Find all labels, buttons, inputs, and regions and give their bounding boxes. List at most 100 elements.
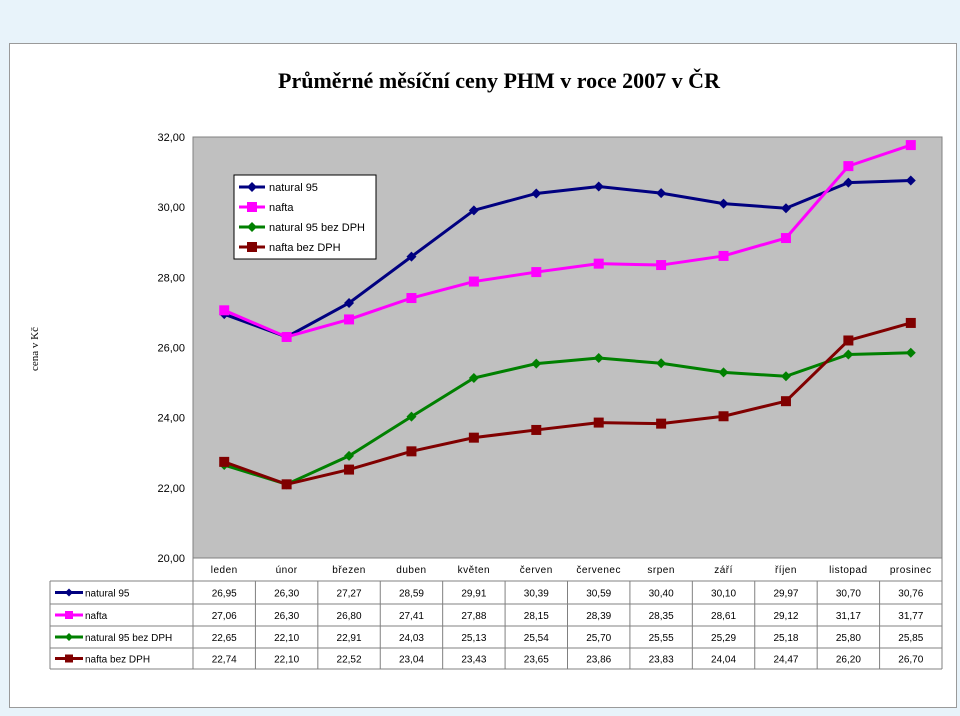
data-point — [718, 411, 729, 422]
table-cell: 25,80 — [836, 633, 861, 644]
data-point — [406, 411, 417, 422]
chart-title: Průměrné měsíční ceny PHM v roce 2007 v … — [278, 68, 721, 93]
table-cell: 30,59 — [586, 589, 611, 600]
table-cell: 25,29 — [711, 633, 736, 644]
y-tick-label: 32,00 — [157, 132, 185, 144]
legend-box — [233, 174, 377, 260]
legend-key-marker — [247, 202, 257, 212]
data-point — [593, 417, 604, 428]
table-row-name: natural 95 bez DPH — [85, 633, 172, 644]
table-cell: 28,59 — [399, 589, 424, 600]
legend-entry: natural 95 bez DPH — [269, 222, 365, 234]
data-point — [281, 331, 292, 342]
table-cell: 26,70 — [898, 655, 923, 666]
data-point — [531, 358, 542, 369]
x-tick-label: červenec — [576, 565, 621, 576]
table-cell: 25,70 — [586, 633, 611, 644]
data-point — [344, 314, 355, 325]
y-tick-label: 26,00 — [157, 343, 185, 355]
table-cell: 25,54 — [524, 633, 549, 644]
legend-entry: nafta — [269, 202, 294, 214]
table-cell: 22,65 — [212, 633, 237, 644]
data-point — [344, 464, 355, 475]
table-cell: 26,80 — [337, 611, 362, 622]
series — [219, 140, 916, 342]
data-point — [780, 203, 791, 214]
table-row-name: nafta bez DPH — [85, 655, 150, 666]
legend-key-marker — [247, 222, 257, 232]
y-tick-label: 30,00 — [157, 202, 185, 214]
table-cell: 27,06 — [212, 611, 237, 622]
data-point — [656, 418, 667, 429]
table-cell: 22,10 — [274, 633, 299, 644]
table-cell: 26,30 — [274, 589, 299, 600]
data-point — [219, 456, 230, 467]
table-cell: 22,10 — [274, 655, 299, 666]
data-point — [656, 260, 667, 271]
series-line — [223, 179, 911, 339]
table-cell: 29,97 — [773, 589, 798, 600]
data-point — [843, 161, 854, 172]
line-chart: Průměrné měsíční ceny PHM v roce 2007 v … — [29, 68, 943, 670]
data-point — [344, 450, 355, 461]
legend-key-marker — [247, 182, 257, 192]
data-point — [718, 198, 729, 209]
series-line — [223, 143, 912, 339]
data-point — [780, 396, 791, 407]
data-point — [843, 335, 854, 346]
legend-entry: nafta bez DPH — [269, 242, 341, 254]
data-point — [780, 233, 791, 244]
x-tick-label: září — [714, 565, 733, 576]
table-cell: 28,61 — [711, 611, 736, 622]
data-point — [780, 371, 791, 382]
table-cell: 22,52 — [337, 655, 362, 666]
data-table: leden únor březen duben květen červen červenec… — [49, 558, 943, 670]
table-cell: 30,40 — [649, 589, 674, 600]
table-cell: 24,04 — [711, 655, 736, 666]
data-point — [905, 317, 916, 328]
table-key-marker — [65, 588, 73, 597]
data-point — [406, 293, 417, 304]
data-point — [905, 175, 916, 186]
table-cell: 25,85 — [898, 633, 923, 644]
table-row-name: nafta — [85, 611, 108, 622]
series-line — [223, 321, 912, 486]
x-tick-label: srpen — [647, 565, 675, 576]
table-cell: 29,91 — [461, 589, 486, 600]
data-point — [344, 297, 355, 308]
table-cell: 23,04 — [399, 655, 424, 666]
table-cell: 22,74 — [212, 655, 237, 666]
data-point — [718, 250, 729, 261]
table-cell: 27,27 — [337, 589, 362, 600]
table-key-marker — [65, 654, 73, 663]
table-key-marker — [65, 633, 73, 641]
y-tick-label: 22,00 — [157, 483, 185, 495]
data-point — [905, 347, 916, 358]
table-key-marker — [65, 611, 73, 619]
data-point — [656, 358, 667, 369]
table-cell: 30,39 — [524, 589, 549, 600]
table-cell: 23,86 — [586, 655, 611, 666]
series-line — [223, 351, 911, 486]
table-cell: 27,88 — [461, 611, 486, 622]
table-cell: 24,03 — [399, 633, 424, 644]
table-cell: 28,39 — [586, 611, 611, 622]
table-cell: 23,83 — [649, 655, 674, 666]
chart-frame: Průměrné měsíční ceny PHM v roce 2007 v … — [9, 43, 957, 708]
data-point — [406, 251, 417, 262]
table-cell: 30,10 — [711, 589, 736, 600]
table-cell: 28,15 — [524, 611, 549, 622]
x-tick-label: květen — [458, 565, 490, 576]
x-tick-label: prosinec — [890, 565, 932, 576]
table-cell: 22,91 — [337, 633, 362, 644]
x-tick-label: říjen — [775, 565, 797, 576]
x-tick-label: leden — [211, 565, 238, 576]
x-tick-label: červen — [520, 565, 553, 576]
table-cell: 23,65 — [524, 655, 549, 666]
data-point — [531, 267, 542, 278]
data-point — [468, 205, 479, 216]
table-cell: 31,17 — [836, 611, 861, 622]
table-row-name: natural 95 — [85, 589, 130, 600]
series-layer — [219, 140, 916, 490]
data-point — [468, 432, 479, 443]
